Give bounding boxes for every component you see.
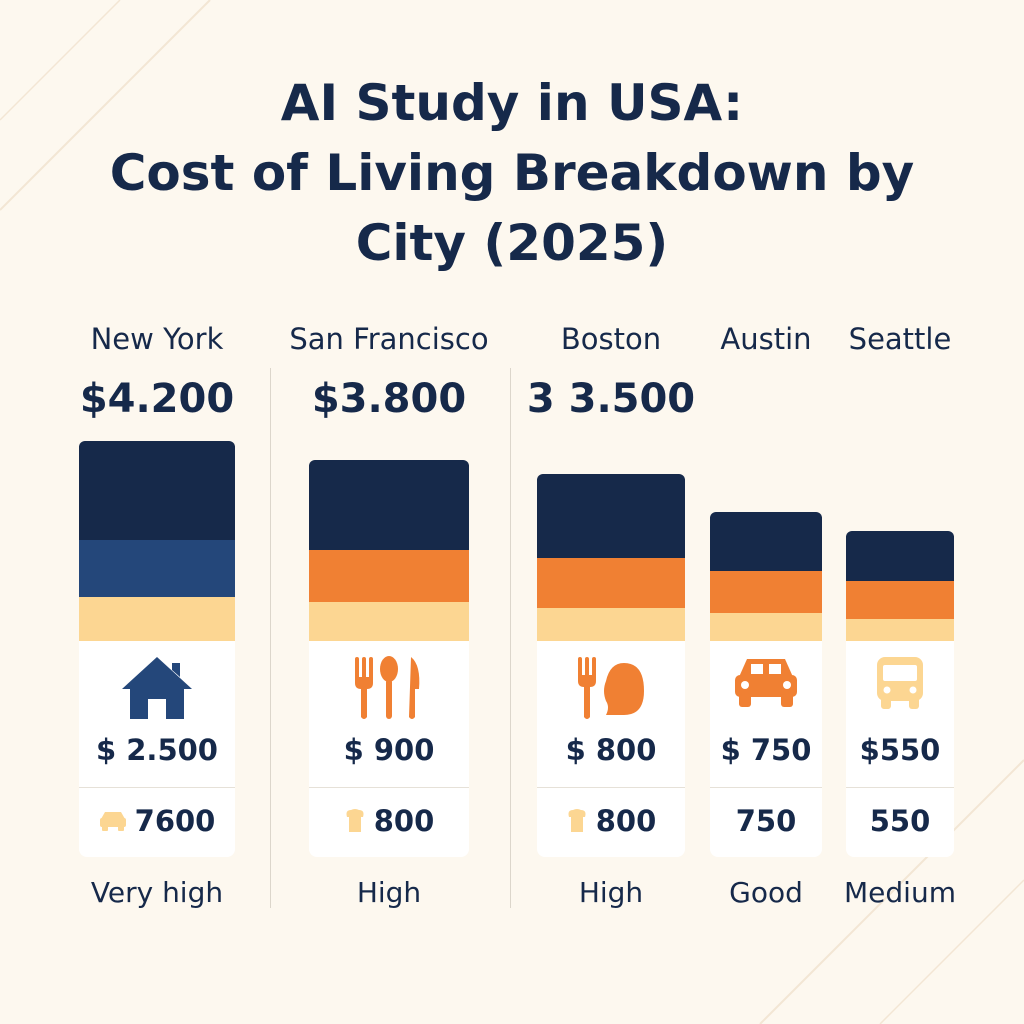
bread-icon (344, 808, 366, 834)
city-label-seattle: Seattle (848, 322, 952, 356)
secondary-cost-value: 800 (595, 804, 657, 838)
expense-value: $ 750 (720, 733, 812, 767)
expense-value: $ 2.500 (95, 733, 218, 767)
total-cost-label: $3.800 (311, 376, 467, 422)
card-separator (309, 787, 469, 788)
cost-rating-label: Medium (844, 876, 956, 909)
column-divider (270, 368, 271, 908)
bar-segment (537, 607, 685, 641)
bar-segment (846, 619, 954, 641)
info-card-seattle: $550 550 (846, 641, 954, 857)
secondary-cost-row: 7600 (79, 801, 235, 841)
stacked-bar-boston (537, 474, 685, 641)
info-card-austin: $ 750 750 (710, 641, 822, 857)
stacked-bar-san-francisco (309, 460, 469, 641)
bar-segment (79, 597, 235, 641)
cost-rating-label: Good (729, 876, 803, 909)
card-separator (79, 787, 235, 788)
cost-rating-label: High (356, 876, 422, 909)
info-card-san-francisco: $ 900 800 (309, 641, 469, 857)
secondary-cost-value: 800 (373, 804, 435, 838)
card-separator (537, 787, 685, 788)
secondary-cost-value: 550 (869, 804, 931, 838)
city-label-new-york: New York (90, 322, 224, 356)
house-icon (120, 655, 194, 725)
car-icon (733, 655, 799, 715)
bar-segment (710, 512, 822, 572)
utensils-icon (351, 655, 427, 725)
bar-segment (710, 612, 822, 641)
bus-icon (875, 655, 925, 715)
cost-rating-label: Very high (90, 876, 224, 909)
expense-value: $ 800 (565, 733, 657, 767)
chart-title-line-2: Cost of Living Breakdown by (109, 144, 915, 202)
total-cost-label: 3 3.500 (526, 376, 696, 422)
city-label-austin: Austin (720, 322, 812, 356)
total-cost-label: $4.200 (79, 376, 235, 422)
expense-value: $550 (859, 733, 941, 767)
bar-segment (79, 441, 235, 541)
city-label-boston: Boston (560, 322, 662, 356)
secondary-cost-value: 750 (735, 804, 797, 838)
stacked-bar-seattle (846, 531, 954, 641)
chart-title: AI Study in USA: Cost of Living Breakdow… (0, 68, 1024, 278)
secondary-cost-row: 800 (309, 801, 469, 841)
bread-icon (566, 808, 588, 834)
bar-segment (309, 549, 469, 602)
secondary-cost-row: 550 (846, 801, 954, 841)
cost-rating-label: High (578, 876, 644, 909)
stacked-bar-austin (710, 512, 822, 641)
secondary-cost-row: 800 (537, 801, 685, 841)
chart-title-line-1: AI Study in USA: (280, 74, 744, 132)
bar-segment (537, 474, 685, 559)
card-separator (846, 787, 954, 788)
bar-segment (309, 601, 469, 641)
fork-plate-icon (576, 655, 646, 725)
bar-segment (846, 580, 954, 620)
expense-value: $ 900 (343, 733, 435, 767)
bar-segment (710, 570, 822, 614)
column-divider (510, 368, 511, 908)
stacked-bar-new-york (79, 441, 235, 641)
card-separator (710, 787, 822, 788)
city-label-san-francisco: San Francisco (289, 322, 489, 356)
info-card-boston: $ 800 800 (537, 641, 685, 857)
car-icon (99, 810, 127, 832)
info-card-new-york: $ 2.500 7600 (79, 641, 235, 857)
bar-segment (537, 557, 685, 609)
bar-segment (309, 460, 469, 551)
secondary-cost-value: 7600 (134, 804, 216, 838)
chart-title-line-3: City (2025) (355, 214, 669, 272)
bar-segment (846, 531, 954, 582)
secondary-cost-row: 750 (710, 801, 822, 841)
bar-segment (79, 540, 235, 598)
